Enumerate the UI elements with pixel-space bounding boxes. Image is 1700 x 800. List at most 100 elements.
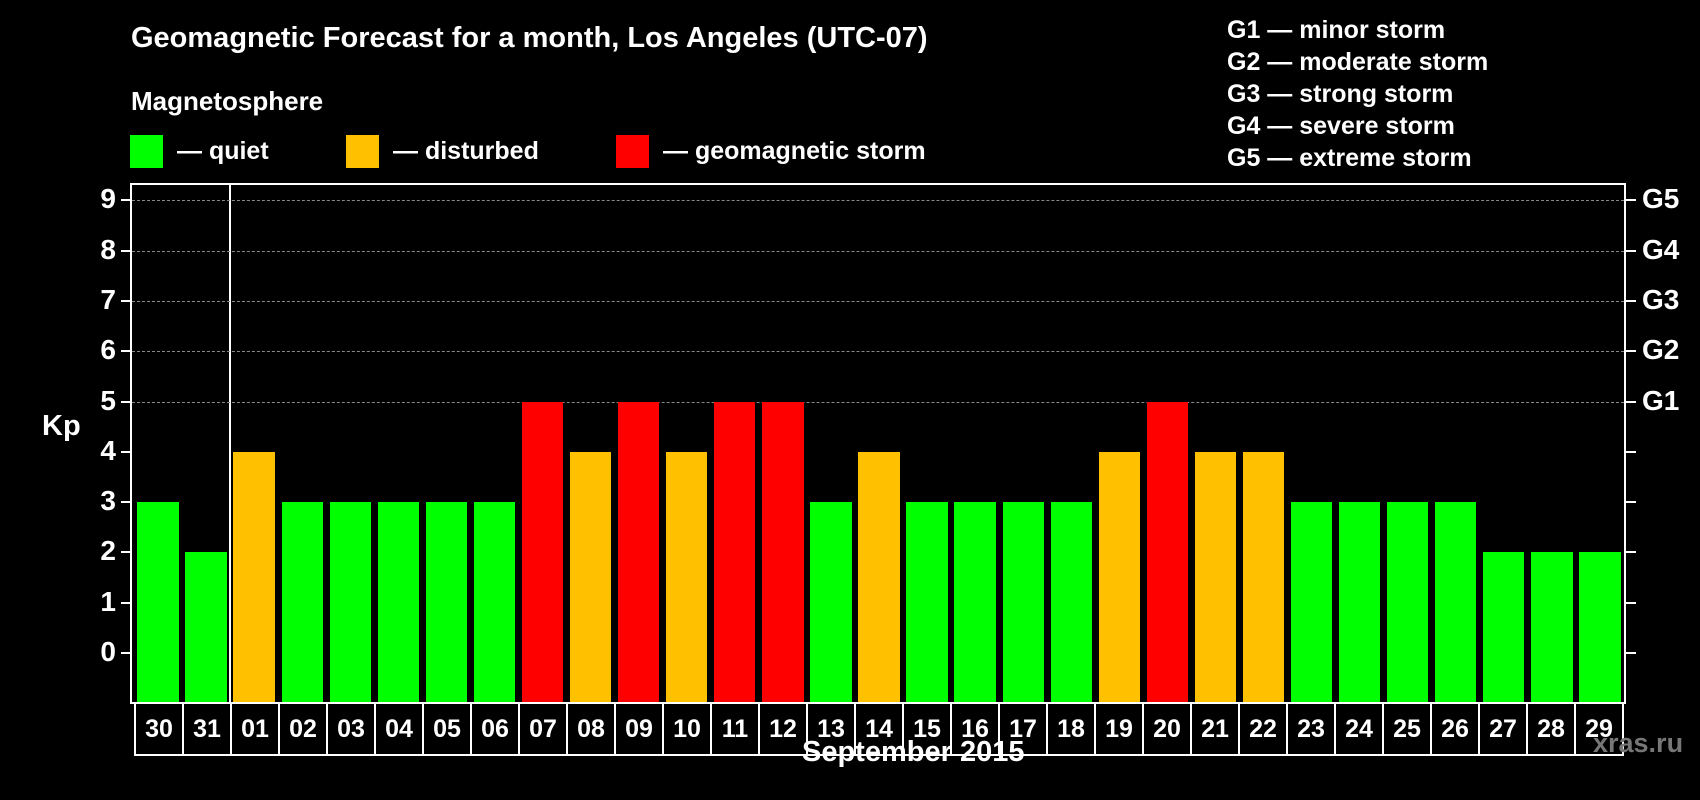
x-tick-label: 27 [1478,704,1526,754]
x-tick-label: 11 [710,704,758,754]
bar-09 [618,401,660,702]
bar-06 [473,502,516,702]
x-tick-label: 03 [326,704,374,754]
x-tick-label: 15 [902,704,950,754]
bar-10 [666,451,708,702]
bar-27 [1483,552,1525,702]
right-tick-mark [1626,501,1636,504]
bar-31 [185,552,227,702]
g2-item: G2 — moderate storm [1227,48,1489,76]
legend-label: — disturbed [393,136,539,165]
disturbed-swatch [346,134,379,168]
bar-24 [1338,502,1381,702]
g1-item: G1 — minor storm [1227,16,1446,44]
x-tick-label: 08 [566,704,614,754]
watermark: xras.ru [1593,728,1684,758]
y-tick-label: 9 [100,183,116,215]
bar-28 [1531,552,1573,702]
legend-disturbed: — disturbed [346,134,539,168]
bar-04 [377,502,419,702]
bar-19 [1098,451,1140,702]
g3-item: G3 — strong storm [1227,80,1454,108]
right-tick-mark [1626,299,1636,302]
x-tick-label: 28 [1526,704,1574,754]
x-tick-label: 06 [470,704,518,754]
g-level-label: G3 [1642,283,1680,315]
x-tick-label: 01 [230,704,278,754]
bar-20 [1146,401,1189,702]
y-tick-label: 1 [100,585,116,617]
y-tick-mark [121,299,131,302]
bar-11 [714,401,756,702]
bar-15 [906,502,948,702]
bar-12 [762,401,804,702]
right-tick-mark [1626,601,1636,604]
g-level-label: G1 [1642,384,1680,416]
quiet-swatch [130,134,163,168]
y-axis-label: Kp [42,410,81,442]
x-tick-label: 21 [1190,704,1238,754]
legend-label: — geomagnetic storm [663,136,926,165]
y-tick-mark [121,601,131,604]
bar-16 [954,502,996,702]
y-tick-label: 7 [100,283,116,315]
right-tick-mark [1626,551,1636,554]
x-tick-label: 29 [1574,704,1622,754]
chart-title: Geomagnetic Forecast for a month, Los An… [131,22,928,54]
legend-quiet: — quiet [130,134,269,168]
x-tick-label: 02 [278,704,326,754]
gridline [132,300,1624,302]
y-tick-mark [121,350,131,353]
x-tick-label: 05 [422,704,470,754]
x-tick-label: 31 [182,704,230,754]
g-level-label: G4 [1642,233,1680,265]
right-tick-mark [1626,652,1636,654]
x-tick-label: 17 [998,704,1046,754]
bar-01 [233,451,275,702]
y-tick-mark [121,199,131,202]
y-tick-mark [121,501,131,504]
bar-14 [858,451,900,702]
storm-swatch [616,134,649,168]
right-tick-mark [1626,350,1636,353]
y-tick-label: 5 [100,384,116,416]
bar-21 [1194,451,1237,702]
right-tick-mark [1626,400,1636,403]
y-tick-label: 4 [100,434,116,466]
x-tick-label: 20 [1142,704,1190,754]
bar-18 [1050,502,1092,702]
bar-02 [281,502,323,702]
y-tick-mark [121,652,131,654]
legend-label: — quiet [177,136,269,165]
x-tick-label: 22 [1238,704,1286,754]
gridline [132,351,1624,353]
g4-item: G4 — severe storm [1227,112,1455,140]
gridline [132,250,1624,252]
bar-22 [1242,451,1285,702]
x-axis-labels: 30 31 01 02 03 04 05 06 07 08 09 10 11 12 13 14 15 16 17 18… [134,704,1624,756]
g-level-label: G2 [1642,334,1680,366]
month-separator [229,185,232,702]
y-tick-label: 3 [100,485,116,517]
right-tick-mark [1626,450,1636,453]
y-tick-mark [121,551,131,554]
bar-03 [329,502,371,702]
y-tick-label: 0 [100,636,116,667]
x-tick-label: 30 [145,714,173,743]
right-tick-mark [1626,199,1636,202]
bar-30 [137,502,179,702]
y-tick-mark [121,249,131,252]
bar-23 [1290,502,1333,702]
x-tick-label: 25 [1382,704,1430,754]
x-tick-label: 07 [518,704,566,754]
x-tick-label: 13 [806,704,854,754]
x-tick-label: 09 [614,704,662,754]
bar-25 [1387,502,1429,702]
g-level-label: G5 [1642,183,1680,215]
x-tick-label: 19 [1094,704,1142,754]
legend-storm: — geomagnetic storm [616,134,926,168]
x-tick-label: 10 [662,704,710,754]
storm-scale-list: G1 — minor storm G2 — moderate storm G3 … [1227,14,1488,174]
y-tick-mark [121,400,131,403]
x-tick-label: 04 [374,704,422,754]
